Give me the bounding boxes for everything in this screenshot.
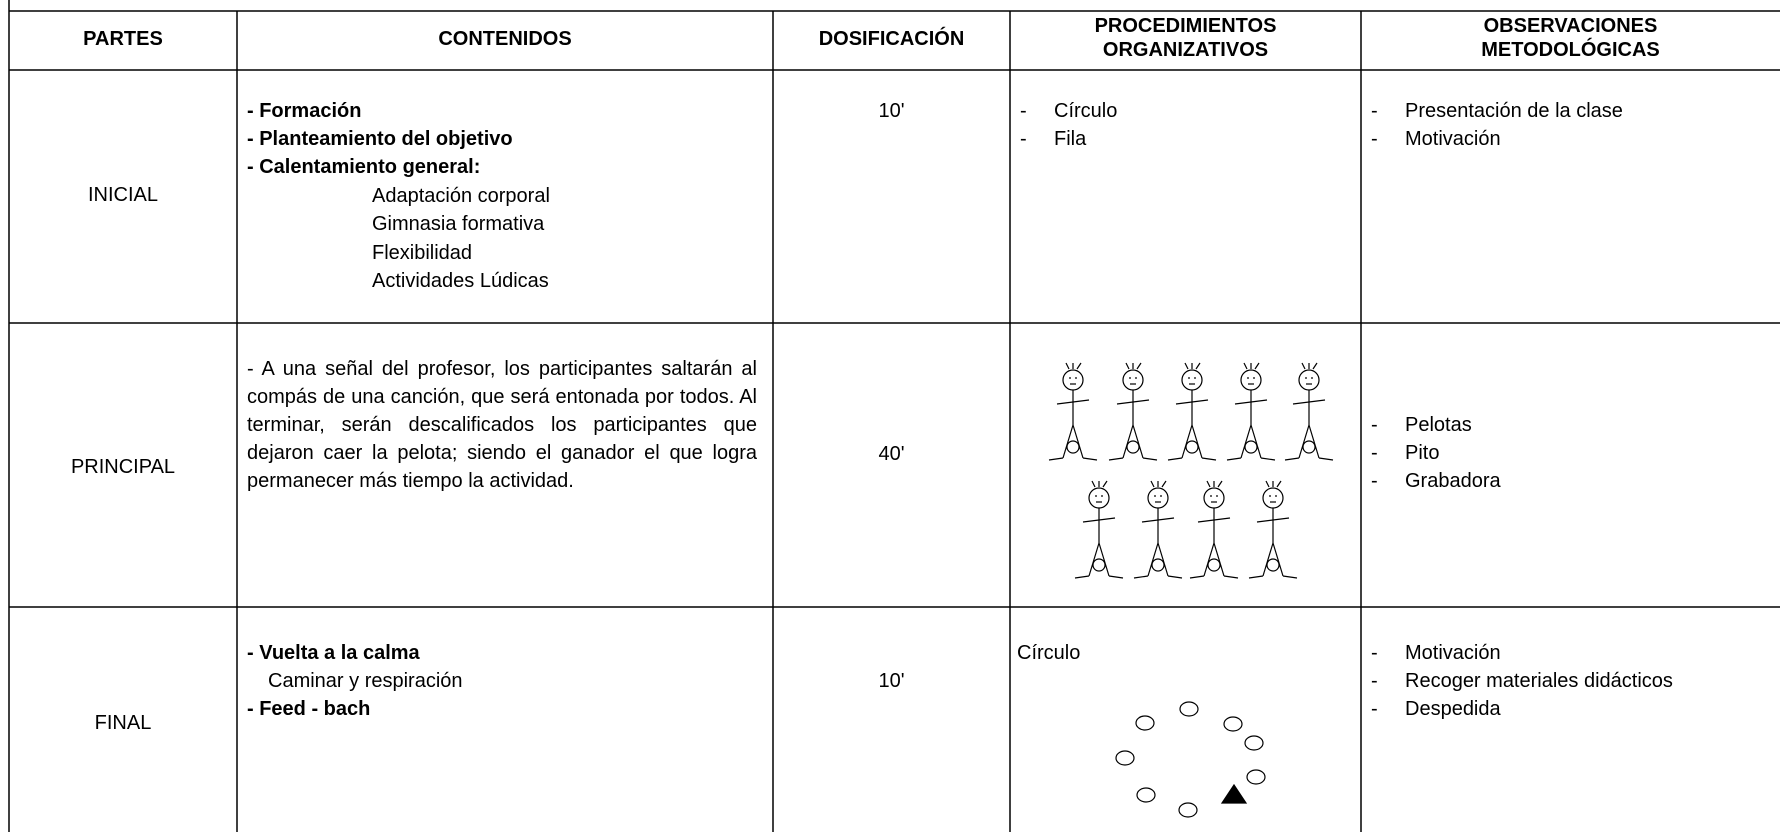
observacion: Motivación [1371,125,1500,153]
stick-figures [1048,362,1334,579]
contenido: Adaptación corporal [372,185,550,207]
contenido: Caminar y respiración [268,670,463,692]
procedimiento: Círculo [1020,97,1118,125]
parte: INICIAL [87,184,159,206]
dosificacion: 40' [878,443,905,465]
observacion: Pito [1371,439,1440,467]
procedimiento: Fila [1020,125,1086,153]
observacion: Recoger materiales didácticos [1371,667,1673,695]
header-cell: PROCEDIMIENTOS ORGANIZATIVOS [1094,15,1277,61]
dosificacion: 10' [878,670,905,692]
contenido: - Feed - bach [247,698,371,720]
circle-formation [1115,701,1266,818]
observacion: Pelotas [1371,411,1472,439]
observacion: Grabadora [1371,467,1500,495]
dosificacion: 10' [878,100,905,122]
contenido: Flexibilidad [372,242,473,264]
parte: PRINCIPAL [70,456,176,478]
parte: FINAL [94,712,152,734]
contenido: - Calentamiento general: [247,156,481,178]
procedimiento: Círculo [1017,642,1081,664]
contenido: - Formación [247,100,362,122]
header-cell: PARTES [83,28,163,50]
observacion: Motivación [1371,639,1500,667]
contenido: - Planteamiento del objetivo [247,128,513,150]
header-cell: DOSIFICACIÓN [818,28,965,50]
header-cell: OBSERVACIONES METODOLÓGICAS [1481,15,1660,61]
contenido: Actividades Lúdicas [372,270,549,292]
observacion: Presentación de la clase [1371,97,1623,125]
contenido: Gimnasia formativa [372,213,545,235]
contenido: - Vuelta a la calma [247,642,420,664]
observacion: Despedida [1371,695,1500,723]
header-cell: CONTENIDOS [438,28,572,50]
contenido: - A una señal del profesor, los particip… [247,358,757,492]
